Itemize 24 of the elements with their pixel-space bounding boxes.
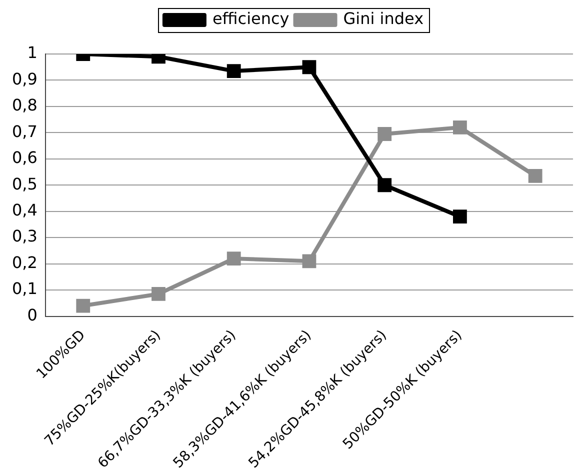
y-tick-label: 0,5 bbox=[12, 174, 38, 194]
y-tick-label: 0,4 bbox=[12, 200, 38, 220]
point bbox=[453, 120, 467, 134]
point bbox=[302, 254, 316, 268]
y-tick-label: 0,1 bbox=[12, 279, 38, 298]
y-tick-label: 0,7 bbox=[12, 122, 38, 141]
y-tick-label: 0 bbox=[27, 305, 38, 324]
point bbox=[152, 287, 166, 301]
point bbox=[302, 60, 316, 74]
y-tick-label: 0,3 bbox=[12, 226, 38, 246]
y-tick-label: 0,6 bbox=[12, 148, 38, 168]
y-tick-label: 0,2 bbox=[12, 252, 38, 272]
legend-label: efficiency bbox=[212, 9, 290, 28]
y-tick-label: 0,8 bbox=[12, 96, 38, 115]
point bbox=[453, 210, 467, 224]
point bbox=[528, 169, 542, 183]
y-tick-label: 1 bbox=[27, 43, 38, 62]
legend-label: Gini index bbox=[343, 9, 424, 28]
point bbox=[226, 64, 241, 78]
y-tick-label: 0,9 bbox=[12, 69, 38, 88]
point bbox=[378, 178, 392, 192]
point bbox=[378, 127, 392, 141]
point bbox=[76, 298, 90, 313]
point bbox=[226, 252, 241, 266]
